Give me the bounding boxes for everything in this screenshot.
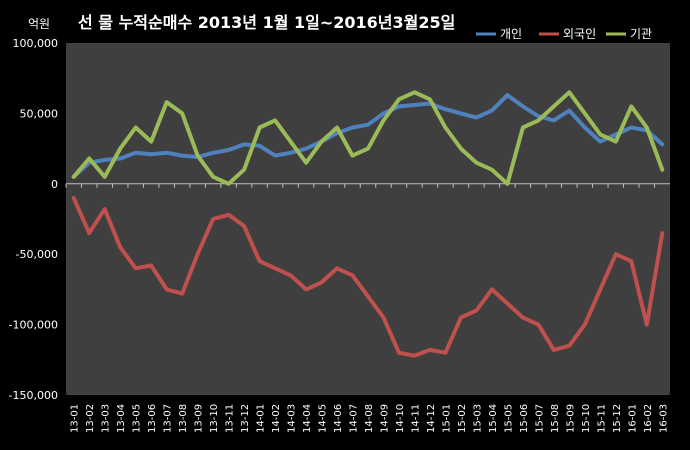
x-tick-label: 16-01: [627, 404, 638, 433]
x-tick-label: 15-06: [519, 404, 530, 433]
x-tick-label: 15-09: [565, 404, 576, 433]
y-axis-label: 억원: [28, 17, 50, 31]
x-tick-label: 15-11: [596, 404, 607, 433]
x-tick-label: 14-02: [271, 404, 282, 433]
x-tick-label: 13-08: [178, 404, 189, 433]
x-tick-label: 13-03: [101, 404, 112, 433]
y-tick-label: -50,000: [16, 248, 58, 261]
x-tick-label: 13-10: [209, 404, 220, 433]
x-tick-label: 13-11: [225, 404, 236, 433]
x-tick-label: 16-03: [658, 404, 669, 433]
y-tick-label: 50,000: [20, 107, 59, 120]
x-tick-label: 15-07: [534, 404, 545, 433]
series-line: [71, 195, 665, 358]
x-tick-label: 13-05: [132, 404, 143, 433]
chart-title: 선 물 누적순매수 2013년 1월 1일~2016년3월25일: [78, 13, 455, 32]
x-tick-label: 14-07: [349, 404, 360, 433]
x-tick-label: 13-01: [70, 404, 81, 433]
y-tick-label: 0: [51, 178, 58, 191]
x-tick-label: 13-07: [163, 404, 174, 433]
x-tick-label: 16-02: [643, 404, 654, 433]
legend-label: 개인: [500, 27, 522, 41]
x-tick-label: 13-04: [116, 404, 127, 433]
x-tick-label: 14-11: [410, 404, 421, 433]
y-tick-label: 100,000: [13, 37, 59, 50]
y-tick-label: -150,000: [9, 389, 58, 402]
x-tick-label: 13-12: [240, 404, 251, 433]
x-tick-label: 14-01: [256, 404, 267, 433]
x-tick-label: 13-02: [85, 404, 96, 433]
legend-label: 외국인: [563, 27, 596, 41]
x-tick-label: 13-09: [194, 404, 205, 433]
x-tick-label: 14-10: [395, 404, 406, 433]
legend: 개인 외국인 기관: [476, 27, 652, 41]
x-tick-label: 14-06: [333, 404, 344, 433]
series-line: [71, 90, 665, 186]
x-tick-label: 15-08: [550, 404, 561, 433]
x-tick-label: 14-12: [426, 404, 437, 433]
x-tick-label: 15-05: [503, 404, 514, 433]
plot-area: [66, 43, 670, 395]
x-tick-label: 15-01: [441, 404, 452, 433]
y-tick-label: -100,000: [9, 319, 58, 332]
x-tick-label: 14-05: [318, 404, 329, 433]
series-line: [71, 93, 665, 179]
x-tick-label: 15-12: [612, 404, 623, 433]
x-tick-label: 13-06: [147, 404, 158, 433]
x-tick-label: 14-04: [302, 404, 313, 433]
legend-label: 기관: [630, 27, 652, 41]
x-tick-label: 15-10: [581, 404, 592, 433]
x-tick-label: 14-08: [364, 404, 375, 433]
x-tick-label: 15-03: [472, 404, 483, 433]
x-tick-label: 15-04: [488, 404, 499, 433]
x-tick-label: 15-02: [457, 404, 468, 433]
x-tick-label: 14-03: [287, 404, 298, 433]
x-tick-label: 14-09: [379, 404, 390, 433]
